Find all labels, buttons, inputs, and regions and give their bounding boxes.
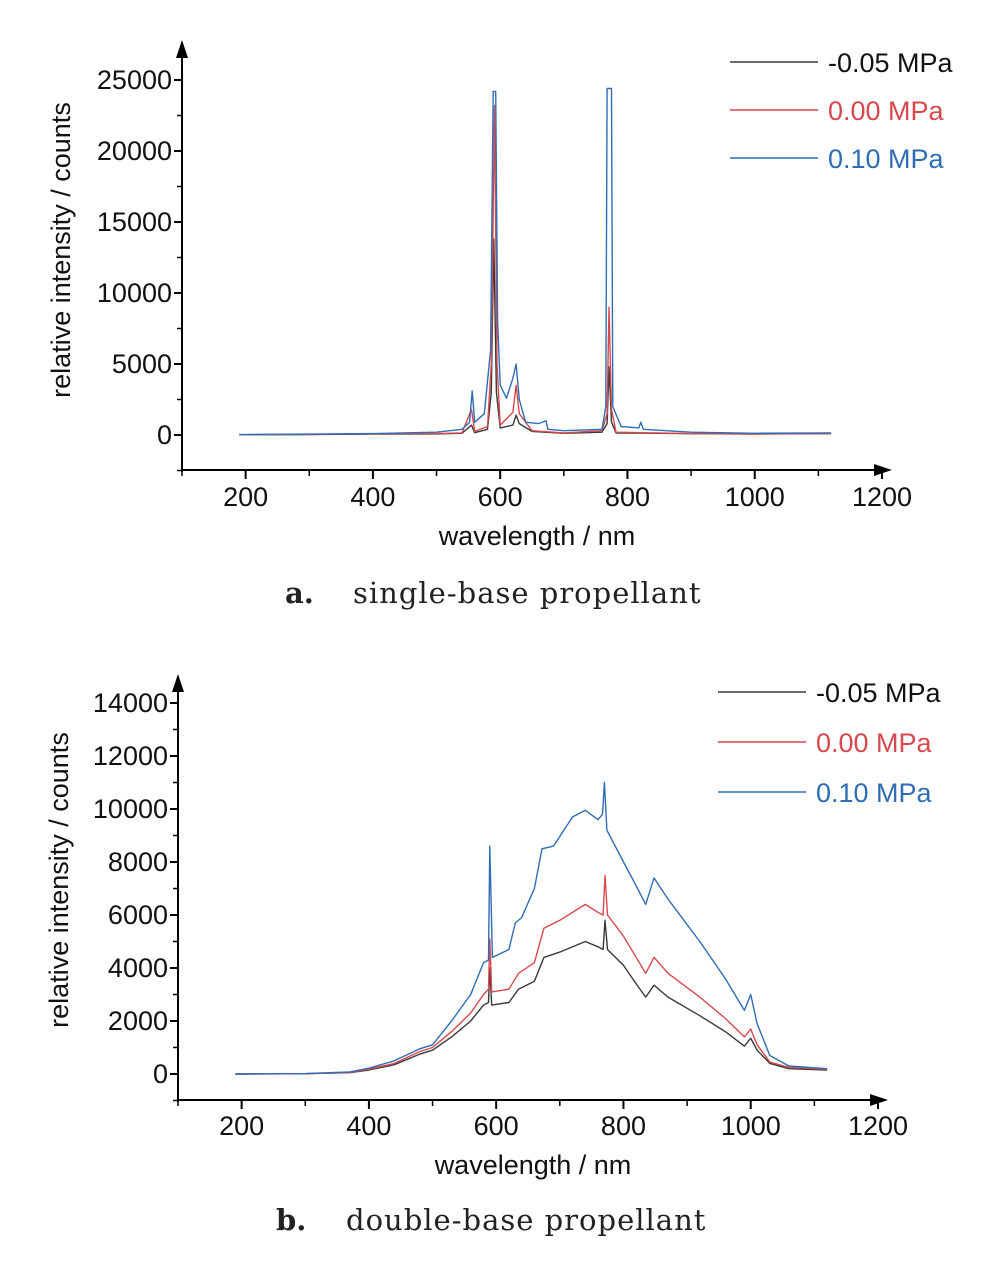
chart-panel-b: 0 2000 4000 6000 8000 10000 12000 14000 200 400 6…	[44, 674, 942, 1237]
series-line	[235, 781, 828, 1075]
x-tick-label: 200	[223, 482, 268, 512]
b-x-ticks: 200 400 600 800 1000 1200	[177, 1100, 908, 1141]
a-legend: -0.05 MPa 0.00 MPa 0.10 MPa	[730, 48, 954, 174]
b-y-axis-title: relative intensity / counts	[44, 732, 74, 1028]
a-y-axis-arrow	[176, 40, 188, 58]
x-tick-label: 1200	[852, 482, 912, 512]
legend-label: 0.00 MPa	[816, 728, 933, 758]
x-tick-label: 1000	[725, 482, 785, 512]
y-tick-label: 10000	[97, 278, 172, 308]
legend-label: 0.00 MPa	[828, 96, 945, 126]
a-x-axis-title: wavelength / nm	[438, 521, 636, 551]
b-y-ticks: 0 2000 4000 6000 8000 10000 12000 14000	[93, 688, 178, 1102]
y-tick-label: 0	[153, 1059, 168, 1089]
b-x-axis-arrow	[870, 1094, 888, 1106]
a-caption-label: a.	[285, 576, 314, 610]
a-y-ticks: 0 5000 10000 15000 20000 25000	[97, 65, 182, 472]
x-tick-label: 400	[346, 1111, 391, 1141]
series-line	[239, 87, 832, 436]
b-series-group	[235, 781, 828, 1075]
x-tick-label: 1000	[721, 1111, 781, 1141]
legend-label: -0.05 MPa	[816, 678, 942, 708]
y-tick-label: 6000	[108, 900, 168, 930]
legend-label: 0.10 MPa	[816, 778, 933, 808]
y-tick-label: 15000	[97, 207, 172, 237]
series-line	[235, 919, 828, 1075]
y-tick-label: 5000	[112, 349, 172, 379]
x-tick-label: 600	[474, 1111, 519, 1141]
b-caption-text: double-base propellant	[346, 1203, 706, 1237]
a-y-axis-title: relative intensity / counts	[46, 102, 76, 398]
y-tick-label: 0	[157, 420, 172, 450]
x-tick-label: 400	[350, 482, 395, 512]
series-line	[235, 874, 828, 1075]
x-tick-label: 800	[601, 1111, 646, 1141]
legend-label: -0.05 MPa	[828, 48, 954, 78]
chart-panel-a: 0 5000 10000 15000 20000 25000 200 400 600 800 10…	[46, 40, 954, 610]
b-legend: -0.05 MPa 0.00 MPa 0.10 MPa	[718, 678, 942, 808]
a-x-axis-arrow	[874, 464, 892, 476]
x-tick-label: 800	[605, 482, 650, 512]
x-tick-label: 600	[478, 482, 523, 512]
y-tick-label: 2000	[108, 1006, 168, 1036]
x-tick-label: 200	[219, 1111, 264, 1141]
b-x-axis-title: wavelength / nm	[434, 1150, 632, 1180]
a-series-group	[239, 87, 832, 436]
y-tick-label: 12000	[93, 741, 168, 771]
series-line	[239, 238, 832, 436]
a-caption-text: single-base propellant	[353, 576, 702, 610]
b-caption-label: b.	[276, 1203, 306, 1237]
y-tick-label: 25000	[97, 65, 172, 95]
b-y-axis-arrow	[172, 674, 184, 692]
x-tick-label: 1200	[848, 1111, 908, 1141]
y-tick-label: 4000	[108, 953, 168, 983]
y-tick-label: 20000	[97, 136, 172, 166]
y-tick-label: 10000	[93, 794, 168, 824]
legend-label: 0.10 MPa	[828, 144, 945, 174]
a-x-ticks: 200 400 600 800 1000 1200	[181, 470, 912, 512]
y-tick-label: 8000	[108, 847, 168, 877]
y-tick-label: 14000	[93, 688, 168, 718]
series-line	[239, 104, 832, 436]
